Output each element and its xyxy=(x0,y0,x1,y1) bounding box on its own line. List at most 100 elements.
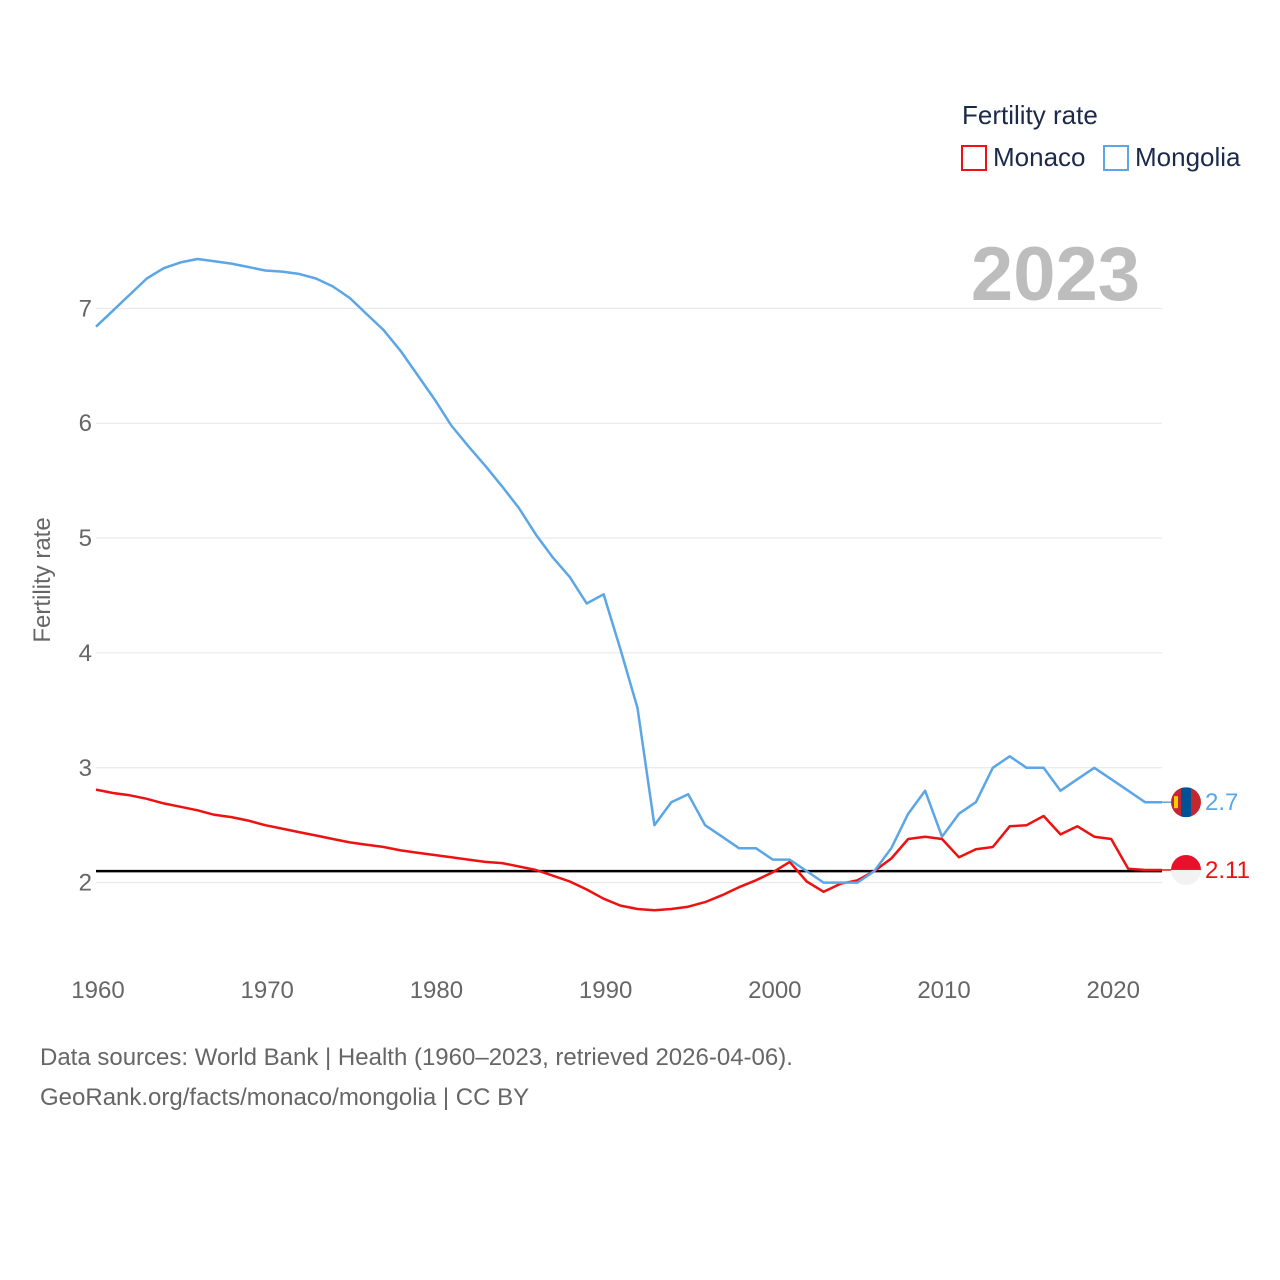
data-point-mongolia[interactable] xyxy=(989,764,997,772)
data-point-monaco[interactable] xyxy=(566,877,574,885)
data-point-monaco[interactable] xyxy=(718,891,726,899)
data-point-monaco[interactable] xyxy=(481,858,489,866)
data-point-mongolia[interactable] xyxy=(617,645,625,653)
data-point-monaco[interactable] xyxy=(583,885,591,893)
data-point-mongolia[interactable] xyxy=(583,600,591,608)
data-point-monaco[interactable] xyxy=(921,833,929,841)
data-point-monaco[interactable] xyxy=(177,803,185,811)
data-point-mongolia[interactable] xyxy=(447,422,455,430)
data-point-monaco[interactable] xyxy=(515,863,523,871)
data-point-monaco[interactable] xyxy=(989,843,997,851)
data-point-mongolia[interactable] xyxy=(786,856,794,864)
data-point-mongolia[interactable] xyxy=(380,326,388,334)
data-point-monaco[interactable] xyxy=(1073,822,1081,830)
data-point-mongolia[interactable] xyxy=(735,844,743,852)
data-point-mongolia[interactable] xyxy=(312,275,320,283)
data-point-monaco[interactable] xyxy=(600,895,608,903)
data-point-monaco[interactable] xyxy=(972,845,980,853)
data-point-mongolia[interactable] xyxy=(363,310,371,318)
data-point-monaco[interactable] xyxy=(278,825,286,833)
data-point-monaco[interactable] xyxy=(633,905,641,913)
data-point-mongolia[interactable] xyxy=(346,294,354,302)
data-point-mongolia[interactable] xyxy=(210,257,218,265)
data-point-monaco[interactable] xyxy=(684,903,692,911)
data-point-mongolia[interactable] xyxy=(194,255,202,263)
data-point-mongolia[interactable] xyxy=(1124,787,1132,795)
data-point-mongolia[interactable] xyxy=(295,270,303,278)
data-point-monaco[interactable] xyxy=(617,902,625,910)
data-point-mongolia[interactable] xyxy=(126,291,134,299)
data-point-mongolia[interactable] xyxy=(109,307,117,315)
data-point-monaco[interactable] xyxy=(803,877,811,885)
data-point-monaco[interactable] xyxy=(532,866,540,874)
data-point-monaco[interactable] xyxy=(210,811,218,819)
data-point-mongolia[interactable] xyxy=(667,798,675,806)
legend-item-monaco[interactable]: Monaco xyxy=(961,142,1086,172)
data-point-mongolia[interactable] xyxy=(870,867,878,875)
data-point-monaco[interactable] xyxy=(126,791,134,799)
data-point-monaco[interactable] xyxy=(92,786,100,794)
data-point-monaco[interactable] xyxy=(143,795,151,803)
data-point-monaco[interactable] xyxy=(1023,821,1031,829)
data-point-mongolia[interactable] xyxy=(177,258,185,266)
data-point-mongolia[interactable] xyxy=(853,879,861,887)
data-point-mongolia[interactable] xyxy=(1056,787,1064,795)
data-point-mongolia[interactable] xyxy=(143,275,151,283)
data-point-mongolia[interactable] xyxy=(227,260,235,268)
data-point-monaco[interactable] xyxy=(752,876,760,884)
data-point-mongolia[interactable] xyxy=(1090,764,1098,772)
data-point-monaco[interactable] xyxy=(887,854,895,862)
data-point-monaco[interactable] xyxy=(735,883,743,891)
data-point-mongolia[interactable] xyxy=(464,442,472,450)
data-point-mongolia[interactable] xyxy=(261,266,269,274)
data-point-mongolia[interactable] xyxy=(498,482,506,490)
data-point-mongolia[interactable] xyxy=(515,504,523,512)
data-point-mongolia[interactable] xyxy=(752,844,760,852)
data-point-monaco[interactable] xyxy=(1090,833,1098,841)
data-point-mongolia[interactable] xyxy=(481,462,489,470)
data-point-monaco[interactable] xyxy=(413,849,421,857)
data-point-monaco[interactable] xyxy=(329,835,337,843)
data-point-monaco[interactable] xyxy=(160,799,168,807)
source-link[interactable]: GeoRank.org/facts/monaco/mongolia | CC B… xyxy=(40,1084,530,1111)
data-point-mongolia[interactable] xyxy=(278,268,286,276)
data-point-mongolia[interactable] xyxy=(820,879,828,887)
data-point-mongolia[interactable] xyxy=(1107,775,1115,783)
data-point-mongolia[interactable] xyxy=(566,573,574,581)
data-point-monaco[interactable] xyxy=(363,841,371,849)
data-point-mongolia[interactable] xyxy=(397,347,405,355)
data-point-mongolia[interactable] xyxy=(718,833,726,841)
legend-item-mongolia[interactable]: Mongolia xyxy=(1103,142,1241,172)
data-point-monaco[interactable] xyxy=(955,853,963,861)
data-point-monaco[interactable] xyxy=(1040,812,1048,820)
data-point-mongolia[interactable] xyxy=(413,371,421,379)
data-point-mongolia[interactable] xyxy=(837,879,845,887)
data-point-mongolia[interactable] xyxy=(532,531,540,539)
data-point-monaco[interactable] xyxy=(295,828,303,836)
data-point-monaco[interactable] xyxy=(261,821,269,829)
data-point-monaco[interactable] xyxy=(498,859,506,867)
data-point-mongolia[interactable] xyxy=(955,810,963,818)
data-point-monaco[interactable] xyxy=(701,898,709,906)
data-point-monaco[interactable] xyxy=(109,789,117,797)
data-point-monaco[interactable] xyxy=(667,905,675,913)
data-point-mongolia[interactable] xyxy=(633,704,641,712)
data-point-mongolia[interactable] xyxy=(1006,752,1014,760)
data-point-monaco[interactable] xyxy=(1124,865,1132,873)
data-point-mongolia[interactable] xyxy=(769,856,777,864)
data-point-monaco[interactable] xyxy=(820,888,828,896)
data-point-monaco[interactable] xyxy=(194,806,202,814)
data-point-mongolia[interactable] xyxy=(701,821,709,829)
data-point-mongolia[interactable] xyxy=(803,867,811,875)
data-point-monaco[interactable] xyxy=(1141,866,1149,874)
data-point-mongolia[interactable] xyxy=(1141,798,1149,806)
data-point-mongolia[interactable] xyxy=(430,395,438,403)
data-point-monaco[interactable] xyxy=(549,872,557,880)
data-point-monaco[interactable] xyxy=(244,817,252,825)
data-point-mongolia[interactable] xyxy=(92,323,100,331)
data-point-mongolia[interactable] xyxy=(972,798,980,806)
data-point-monaco[interactable] xyxy=(346,838,354,846)
data-point-mongolia[interactable] xyxy=(244,263,252,271)
data-point-monaco[interactable] xyxy=(447,853,455,861)
data-point-mongolia[interactable] xyxy=(329,283,337,291)
